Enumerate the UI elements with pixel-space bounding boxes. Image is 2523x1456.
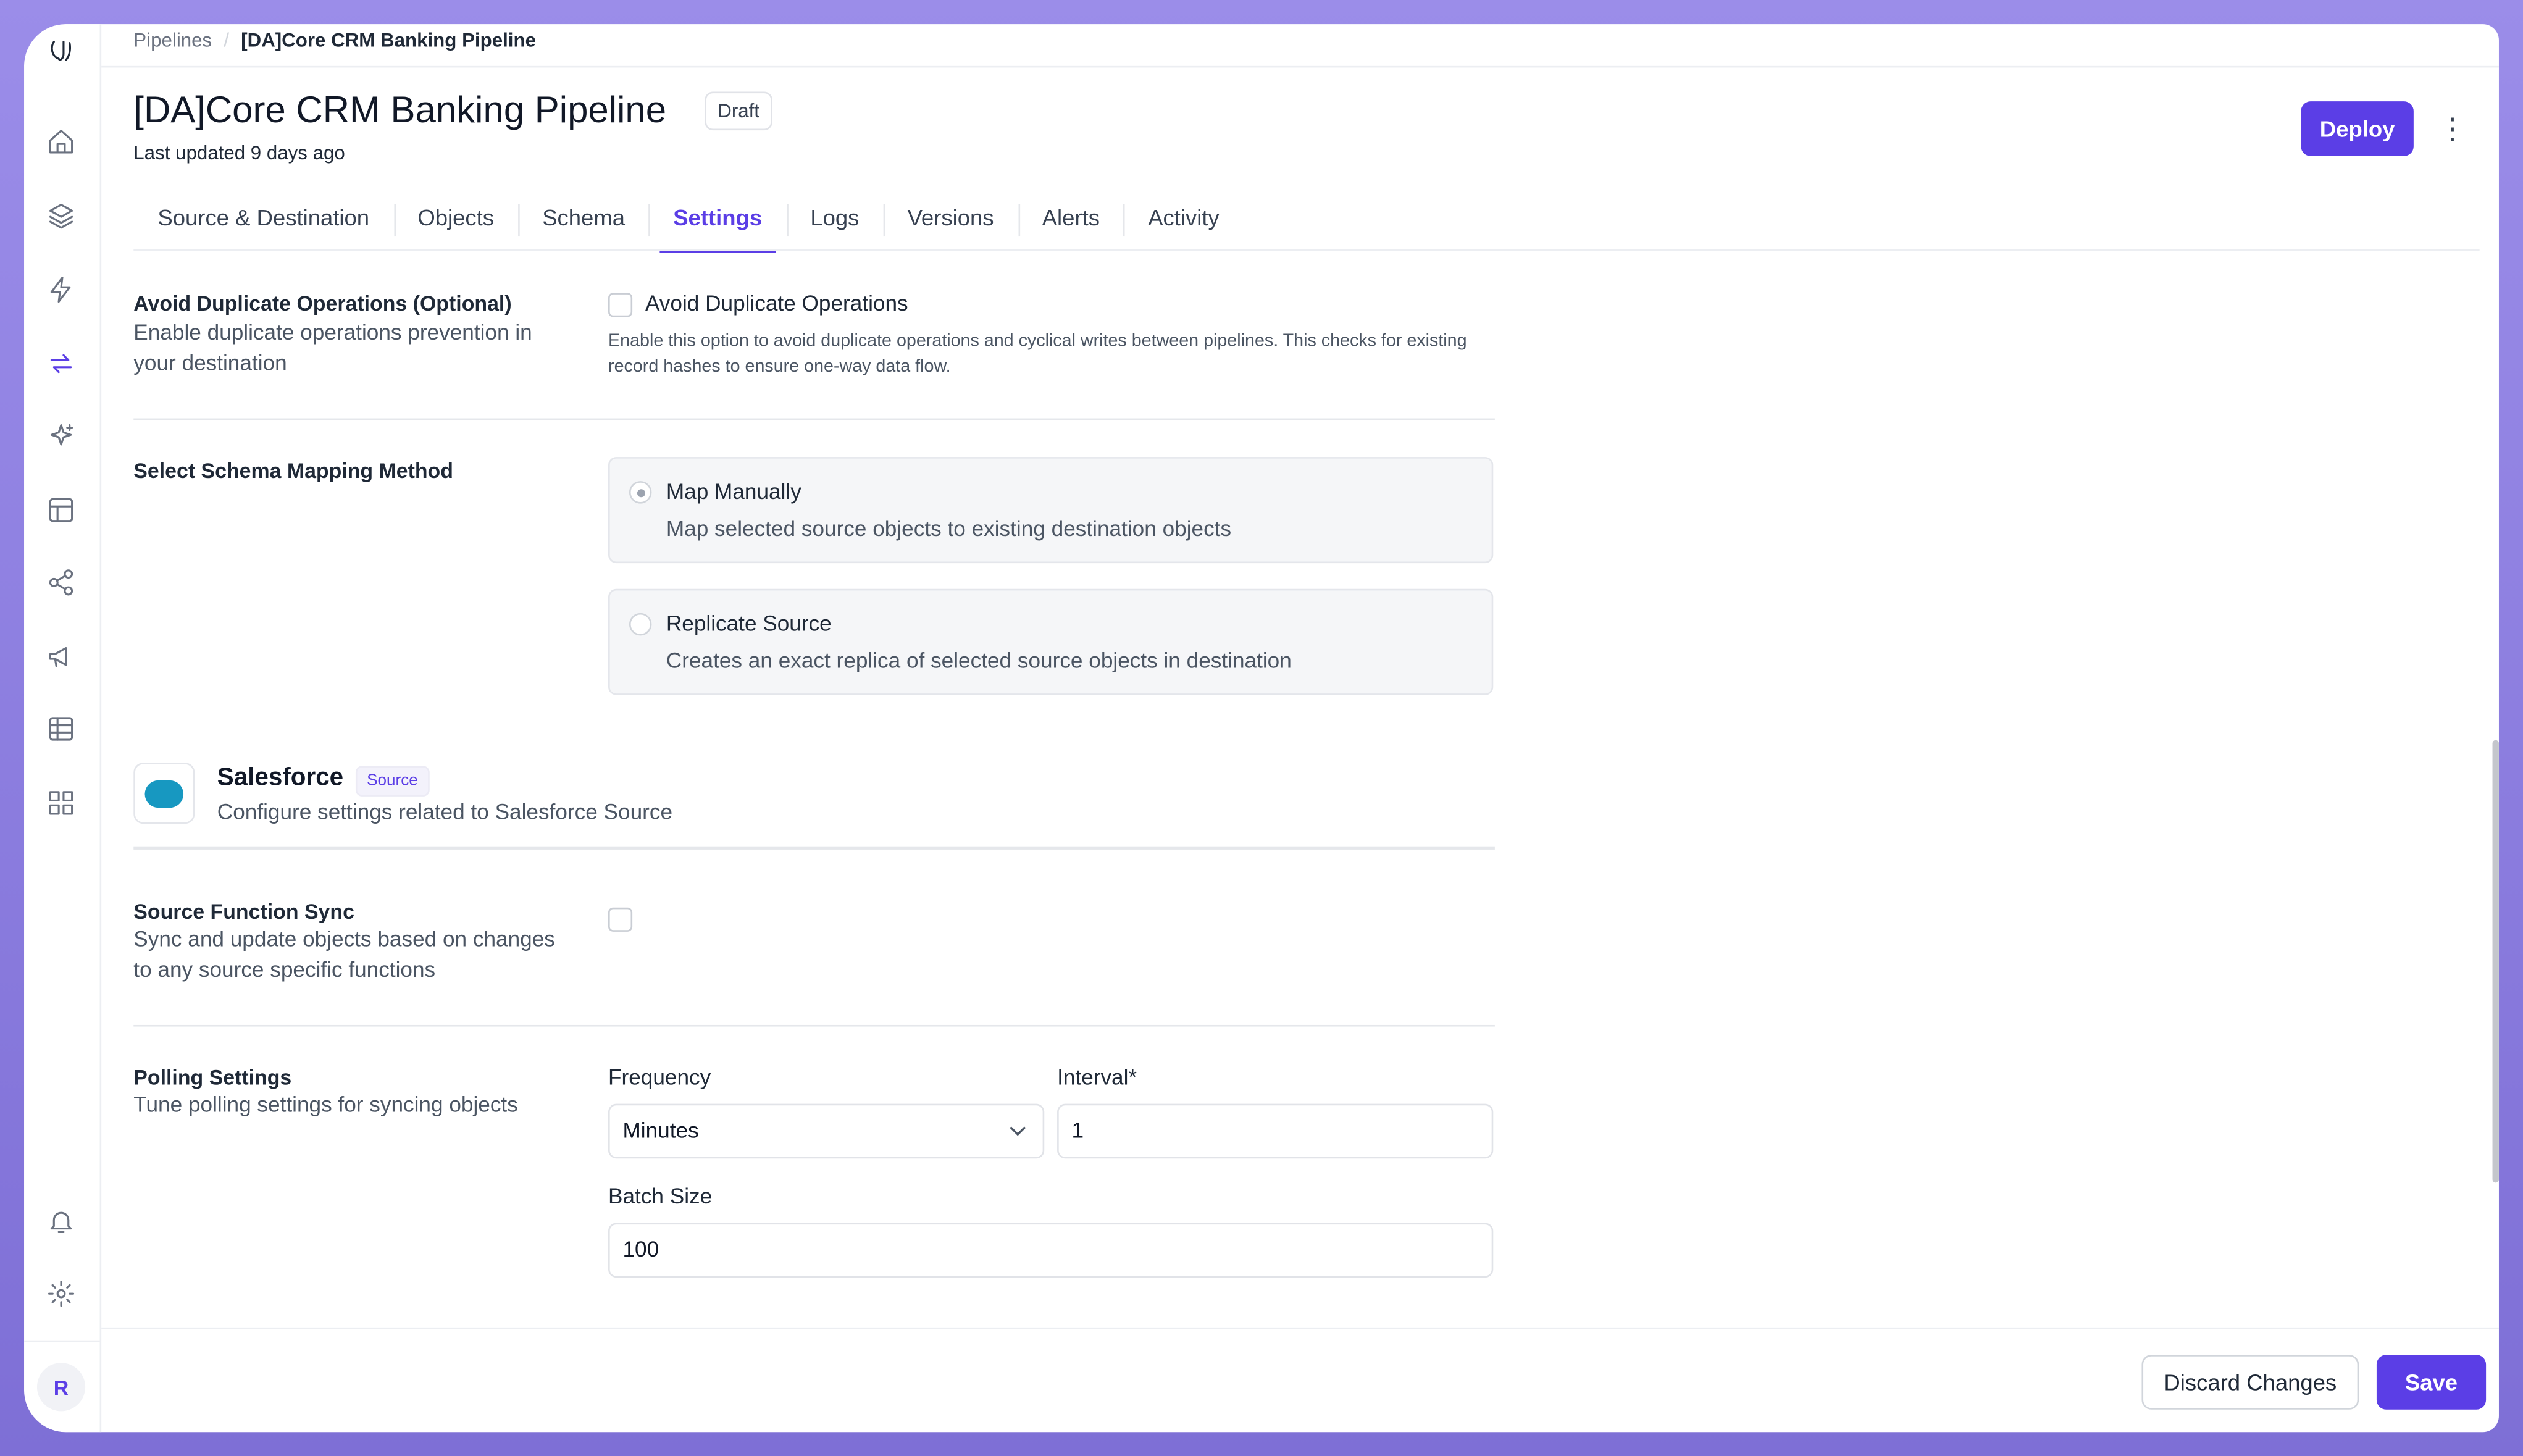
tab-settings[interactable]: Settings — [660, 193, 789, 253]
radio-map-manually[interactable]: Map Manually Map selected source objects… — [608, 457, 1494, 564]
footer-bar: Discard Changes Save — [101, 1327, 2499, 1432]
option-label: Map Manually — [666, 479, 801, 504]
avoid-duplicates-help: Enable this option to avoid duplicate op… — [608, 331, 1467, 376]
more-options-icon[interactable]: ⋮ — [2437, 112, 2467, 145]
home-icon[interactable] — [43, 124, 78, 159]
mapping-title: Select Schema Mapping Method — [133, 458, 453, 483]
tab-source-destination[interactable]: Source & Destination — [145, 193, 395, 253]
frequency-label: Frequency — [608, 1065, 711, 1090]
tab-bar: Source & Destination Objects Schema Sett… — [133, 193, 1244, 253]
breadcrumb: Pipelines / [DA]Core CRM Banking Pipelin… — [133, 29, 536, 51]
option-desc: Map selected source objects to existing … — [666, 516, 1232, 541]
bell-icon[interactable] — [43, 1203, 78, 1239]
breadcrumb-separator: / — [224, 28, 230, 52]
source-name: Salesforce — [217, 764, 344, 792]
function-sync-desc: Sync and update objects based on changes… — [133, 926, 555, 982]
radio-button[interactable] — [629, 613, 652, 636]
function-sync-title: Source Function Sync — [133, 899, 354, 924]
interval-label: Interval* — [1057, 1065, 1137, 1090]
divider — [101, 65, 2499, 68]
batch-size-label: Batch Size — [608, 1184, 713, 1209]
divider — [133, 1024, 1495, 1027]
save-button[interactable]: Save — [2376, 1355, 2487, 1410]
avoid-duplicates-checkbox[interactable] — [608, 293, 633, 317]
zap-icon[interactable] — [43, 272, 78, 307]
layers-icon[interactable] — [43, 198, 78, 233]
share-icon[interactable] — [43, 565, 78, 600]
avatar[interactable]: R — [36, 1363, 86, 1412]
polling-title: Polling Settings — [133, 1065, 292, 1090]
polling-desc: Tune polling settings for syncing object… — [133, 1092, 518, 1117]
sidebar: R — [24, 24, 102, 1433]
main-content: Pipelines / [DA]Core CRM Banking Pipelin… — [101, 24, 2499, 1432]
salesforce-cloud-icon — [144, 779, 184, 807]
gear-icon[interactable] — [43, 1276, 78, 1311]
source-badge: Source — [355, 766, 429, 797]
tab-logs[interactable]: Logs — [797, 193, 886, 253]
tab-divider — [133, 249, 2480, 251]
batch-size-input[interactable]: 100 — [608, 1223, 1494, 1278]
pipeline-arrows-icon[interactable] — [43, 346, 78, 381]
tab-schema[interactable]: Schema — [529, 193, 651, 253]
divider — [133, 418, 1495, 420]
table-icon[interactable] — [43, 711, 78, 747]
option-desc: Creates an exact replica of selected sou… — [666, 648, 1292, 673]
frequency-value: Minutes — [622, 1118, 699, 1143]
frequency-select[interactable]: Minutes — [608, 1103, 1045, 1159]
deploy-button[interactable]: Deploy — [2301, 101, 2414, 156]
interval-input[interactable]: 1 — [1057, 1103, 1494, 1159]
tab-versions[interactable]: Versions — [895, 193, 1019, 253]
layout-icon[interactable] — [43, 492, 78, 527]
logo-icon[interactable] — [43, 34, 78, 69]
app-window: R Pipelines / [DA]Core CRM Banking Pipel… — [24, 24, 2499, 1433]
page-title: [DA]Core CRM Banking Pipeline — [133, 88, 667, 131]
radio-replicate-source[interactable]: Replicate Source Creates an exact replic… — [608, 588, 1494, 695]
option-label: Replicate Source — [666, 611, 832, 636]
sidebar-divider — [24, 1340, 100, 1342]
chevron-down-icon — [1010, 1126, 1026, 1136]
polling-label: Polling Settings Tune polling settings f… — [133, 1065, 568, 1120]
divider — [133, 846, 1495, 850]
dup-desc: Enable duplicate operations prevention i… — [133, 320, 532, 375]
breadcrumb-current: [DA]Core CRM Banking Pipeline — [241, 28, 537, 52]
salesforce-logo — [133, 763, 195, 824]
scrollbar[interactable] — [2492, 740, 2499, 1183]
dup-title: Avoid Duplicate Operations (Optional) — [133, 291, 512, 316]
function-sync-label: Source Function Sync Sync and update obj… — [133, 900, 568, 985]
megaphone-icon[interactable] — [43, 639, 78, 674]
tab-objects[interactable]: Objects — [404, 193, 521, 253]
source-desc: Configure settings related to Salesforce… — [217, 800, 673, 824]
source-function-sync-checkbox[interactable] — [608, 907, 633, 932]
breadcrumb-pipelines[interactable]: Pipelines — [133, 28, 212, 52]
tab-alerts[interactable]: Alerts — [1029, 193, 1126, 253]
status-badge: Draft — [705, 91, 772, 131]
grid-icon[interactable] — [43, 785, 78, 821]
avoid-duplicates-label[interactable]: Avoid Duplicate Operations — [645, 291, 908, 316]
last-updated: Last updated 9 days ago — [133, 141, 345, 164]
tab-activity[interactable]: Activity — [1148, 204, 1220, 230]
sparkles-icon[interactable] — [43, 419, 78, 454]
radio-button[interactable] — [629, 481, 652, 504]
dup-section-label: Avoid Duplicate Operations (Optional) En… — [133, 291, 560, 379]
discard-changes-button[interactable]: Discard Changes — [2141, 1355, 2359, 1410]
